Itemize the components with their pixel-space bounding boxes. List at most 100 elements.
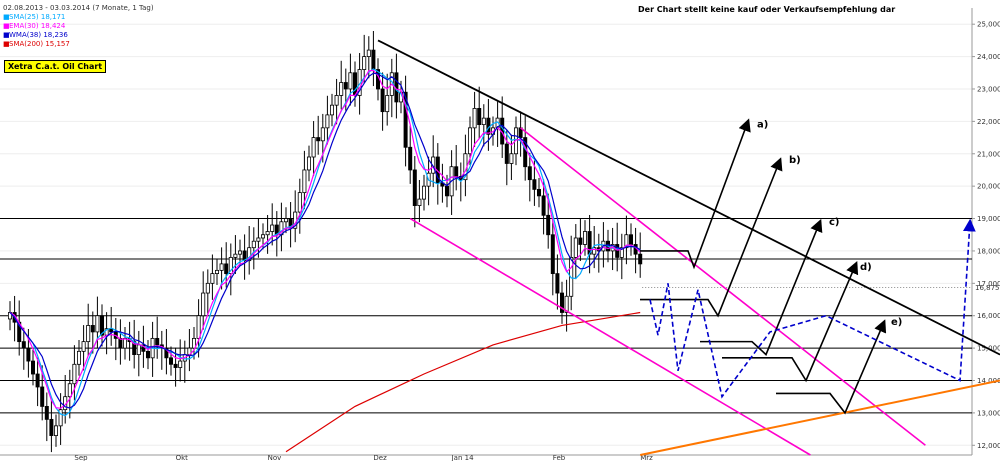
candle-up <box>421 185 426 200</box>
y-tick-label: 21,000 <box>977 150 1000 158</box>
candle-down <box>40 386 45 407</box>
candle-up <box>256 237 261 242</box>
candle-up <box>81 341 86 352</box>
y-tick-label: 24,000 <box>977 53 1000 61</box>
candle-up <box>297 192 302 213</box>
y-tick-label: 19,000 <box>977 215 1000 223</box>
candle-down <box>380 88 385 113</box>
time-axis: Sep Okt Nov Dez Jan 14 Feb Mrz <box>0 454 972 461</box>
candle-up <box>7 312 12 320</box>
x-tick-label: Okt <box>176 454 189 461</box>
candle-down <box>173 363 178 368</box>
channel-upper-line <box>520 127 926 446</box>
scenario-label: d) <box>860 262 872 273</box>
candle-down <box>541 195 546 216</box>
candle-down <box>523 137 528 168</box>
scenario-label: a) <box>757 120 768 131</box>
candle-up <box>431 156 436 174</box>
candle-up <box>283 218 288 223</box>
sma200-line <box>285 311 641 453</box>
candle-up <box>233 253 238 258</box>
candlesticks: 16,875 <box>7 30 1000 453</box>
scenario-b-arrow <box>640 157 783 318</box>
legend-wma38: ■WMA(38) 18,236 <box>3 31 68 39</box>
candle-down <box>403 91 408 148</box>
candle-down <box>168 357 173 365</box>
scenario-labels: a) b) c) d) e) <box>757 120 902 329</box>
support-resistance-levels <box>0 218 972 414</box>
scenario-label: e) <box>891 317 902 328</box>
y-tick-label: 25,000 <box>977 21 1000 29</box>
scenario-d-arrow <box>722 260 859 383</box>
scenario-arrows <box>640 118 976 415</box>
legend-sma25: ■SMA(25) 18,171 <box>3 13 66 21</box>
candle-up <box>564 295 569 313</box>
candle-up <box>136 344 141 355</box>
candle-down <box>164 347 169 359</box>
scenario-c-arrow <box>700 218 823 356</box>
candle-up <box>260 234 265 239</box>
legend-ema30-label: EMA(30) 18,424 <box>9 22 66 30</box>
x-tick-label: Dez <box>373 454 387 461</box>
candle-up <box>67 383 72 398</box>
candle-down <box>477 108 482 126</box>
candle-down <box>316 137 321 142</box>
candle-down <box>21 341 26 349</box>
channel-lower-line <box>409 217 811 456</box>
x-tick-label: Jan 14 <box>451 454 474 461</box>
candle-up <box>210 273 215 284</box>
candle-down <box>118 337 123 349</box>
candle-down <box>343 82 348 90</box>
candle-down <box>352 72 357 96</box>
candle-up <box>54 425 59 436</box>
candle-down <box>371 49 376 70</box>
trend-lines <box>377 39 1000 456</box>
scenario-label: b) <box>789 155 801 166</box>
legend-sma200-label: SMA(200) 15,157 <box>9 40 70 48</box>
wma38-line <box>9 72 641 409</box>
candle-up <box>270 224 275 232</box>
candle-down <box>408 146 413 171</box>
candle-down <box>550 234 555 275</box>
legend-ema30: ■EMA(30) 18,424 <box>3 22 66 30</box>
candle-up <box>251 240 256 249</box>
candle-up <box>201 292 206 317</box>
candle-up <box>58 409 63 427</box>
current-price-label: 16,875 <box>975 284 1000 292</box>
candle-up <box>624 234 629 249</box>
scenario-a-arrow <box>640 118 751 270</box>
candle-down <box>44 406 49 420</box>
scenario-label: c) <box>829 217 840 228</box>
price-axis: 12,00013,00014,00015,00016,00017,00018,0… <box>971 8 1000 455</box>
candle-up <box>366 49 371 57</box>
y-tick-label: 12,000 <box>977 442 1000 450</box>
candle-up <box>205 282 210 294</box>
candle-up <box>417 198 422 206</box>
candle-up <box>592 247 597 255</box>
candle-up <box>325 114 330 129</box>
y-tick-label: 17,000 <box>977 280 1000 288</box>
candle-up <box>467 127 472 155</box>
y-tick-label: 16,000 <box>977 312 1000 320</box>
candle-up <box>385 95 390 113</box>
candle-down <box>412 169 417 206</box>
candle-up <box>329 104 334 116</box>
candle-down <box>30 360 35 375</box>
candle-down <box>578 237 583 245</box>
candle-up <box>573 237 578 258</box>
candle-up <box>191 337 196 349</box>
candle-up <box>619 247 624 258</box>
indicator-legend: 02.08.2013 - 03.03.2014 (7 Monate, 1 Tag… <box>3 4 154 49</box>
candle-up <box>339 82 344 96</box>
candle-up <box>214 269 219 275</box>
candle-up <box>583 231 588 245</box>
date-range: 02.08.2013 - 03.03.2014 (7 Monate, 1 Tag… <box>3 4 154 12</box>
candle-down <box>224 263 229 275</box>
candle-down <box>560 292 565 313</box>
candle-up <box>237 250 242 255</box>
candle-down <box>100 315 105 336</box>
ema30-line <box>9 69 641 409</box>
candle-down <box>546 214 551 236</box>
candle-up <box>481 117 486 126</box>
